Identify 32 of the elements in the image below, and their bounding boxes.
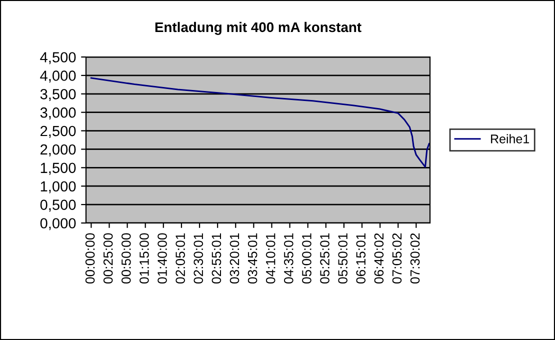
y-tick-label: 3,000 <box>40 107 76 120</box>
x-tick-label: 00:25:00 <box>103 233 113 284</box>
x-tick-label: 05:50:01 <box>338 233 348 284</box>
x-tick-label: 03:45:01 <box>248 233 258 284</box>
y-tick-label: 3,500 <box>40 88 76 102</box>
y-tick-label: 1,500 <box>40 162 76 175</box>
x-tick-label: 00:50:00 <box>122 233 131 284</box>
x-tick-label: 06:15:01 <box>356 233 366 284</box>
y-tick-label: 2,000 <box>40 144 76 156</box>
x-tick-label: 01:40:00 <box>158 233 167 284</box>
y-tick-label: 0,000 <box>40 218 76 230</box>
x-tick-label: 02:05:01 <box>176 233 186 284</box>
x-tick-label: 02:55:01 <box>212 233 222 284</box>
x-tick-label: 03:20:01 <box>230 233 240 284</box>
legend-label: Reihe1 <box>491 134 530 144</box>
y-tick-label: 2,500 <box>40 126 76 138</box>
x-tick-label: 00:00:00 <box>85 233 95 284</box>
x-tick-label: 04:35:01 <box>284 233 294 284</box>
y-tick-label: 1,000 <box>40 181 76 194</box>
y-tick-label: 4,500 <box>40 52 76 64</box>
line-series <box>90 77 430 168</box>
x-tick-label: 06:40:02 <box>374 233 384 284</box>
chart-title: Entladung mit 400 mA konstant <box>155 22 362 35</box>
y-tick-label: 4,000 <box>40 70 76 83</box>
x-tick-label: 07:30:02 <box>410 233 420 284</box>
x-tick-label: 05:25:01 <box>320 233 330 284</box>
x-tick-label: 01:15:00 <box>140 233 149 284</box>
y-tick-label: 0,500 <box>40 200 76 212</box>
x-tick-label: 05:00:01 <box>302 233 312 284</box>
x-tick-label: 04:10:01 <box>266 233 276 284</box>
x-tick-label: 02:30:01 <box>194 233 204 284</box>
x-tick-label: 07:05:02 <box>392 233 402 284</box>
